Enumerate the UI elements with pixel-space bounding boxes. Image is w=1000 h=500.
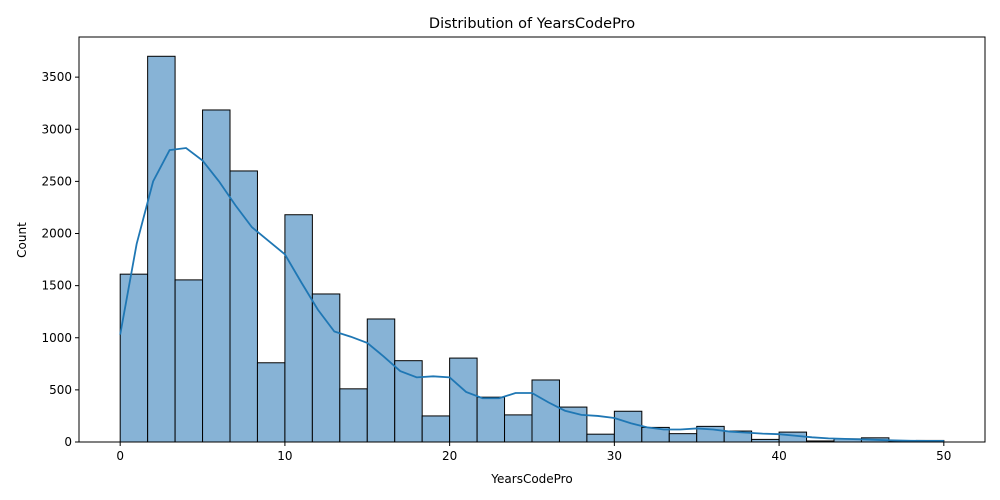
y-tick-label: 2000 [41, 227, 72, 241]
histogram-bar [284, 214, 313, 443]
histogram-bar [449, 357, 478, 443]
x-tick-label: 0 [116, 449, 124, 463]
x-tick-label: 30 [607, 449, 622, 463]
histogram-bar [613, 410, 643, 443]
kde-line [119, 147, 944, 442]
y-tick-label: 2500 [41, 174, 72, 188]
histogram-bar [256, 362, 286, 443]
histogram-bar [119, 273, 149, 443]
y-tick-label: 1500 [41, 279, 72, 293]
x-tick-label: 20 [442, 449, 457, 463]
y-tick-label: 3000 [41, 122, 72, 136]
histogram-bar [476, 396, 506, 443]
histogram-bar [202, 109, 231, 443]
x-tick-label: 10 [277, 449, 292, 463]
histogram-bar [174, 279, 204, 443]
histogram-bar [668, 433, 698, 443]
x-axis-title: YearsCodePro [490, 472, 572, 486]
histogram-bar [339, 388, 368, 443]
histogram-bar [504, 414, 533, 443]
x-tick-label: 40 [771, 449, 786, 463]
y-axis-title: Count [15, 222, 29, 258]
histogram-bar [147, 55, 176, 443]
histogram-bar [531, 379, 560, 443]
histogram-bar [366, 318, 396, 443]
chart-title: Distribution of YearsCodePro [429, 16, 635, 32]
y-tick-label: 3500 [41, 70, 72, 84]
histogram-bar [586, 433, 615, 443]
histogram-bar [394, 360, 423, 443]
y-tick-label: 0 [64, 435, 72, 449]
plot-frame [78, 36, 986, 443]
histogram-bar [421, 415, 451, 443]
x-tick-label: 50 [936, 449, 951, 463]
y-tick-label: 1000 [41, 331, 72, 345]
bars-layer [119, 55, 945, 443]
histogram-bar [229, 170, 258, 443]
histogram-bar [311, 293, 341, 443]
x-axis-ticks: 0 10 20 30 40 50 [116, 442, 951, 463]
y-tick-label: 500 [49, 383, 72, 397]
y-axis-ticks: 0 500 1000 1500 2000 2500 3000 3500 [41, 70, 79, 449]
